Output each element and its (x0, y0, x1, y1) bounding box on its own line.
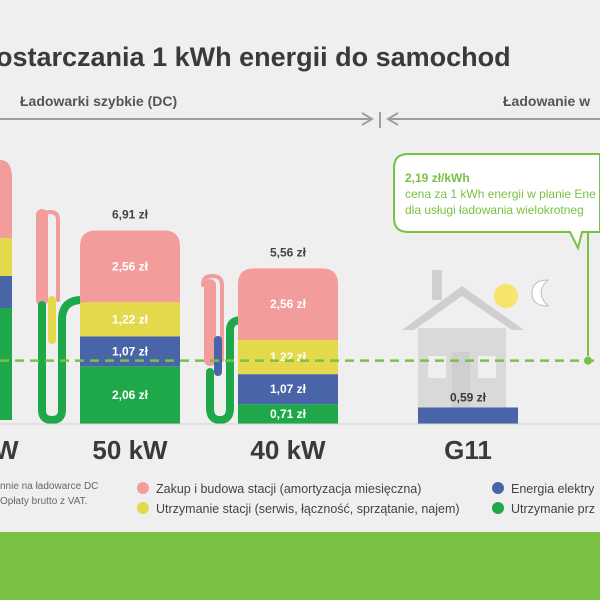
legend-label-amortization: Zakup i budowa stacji (amortyzacja miesi… (156, 482, 421, 496)
bar-value-label: 1,22 zł (270, 350, 307, 364)
bar-segment (238, 340, 338, 375)
price-callout: 2,19 zł/kWh cena za 1 kWh energii w plan… (393, 153, 600, 251)
legend: Zakup i budowa stacji (amortyzacja miesi… (137, 482, 595, 516)
bar-value-label: 2,56 zł (112, 259, 149, 273)
bar-value-label: 1,07 zł (112, 344, 149, 358)
bar-segment (238, 404, 338, 424)
bar-segment (418, 407, 518, 424)
footnote-line-2: Opłaty brutto z VAT. (0, 496, 87, 507)
legend-swatch-energy (492, 482, 504, 494)
section-divider-arrows (0, 112, 600, 128)
bar-total-label: 6,91 zł (112, 208, 149, 222)
category-label: 50 kW (92, 435, 168, 465)
bars-group: 2,06 zł 1,07 zł 1,22 zł 2,56 zł 6,91 zł 0,71 … (80, 208, 518, 424)
callout-line-3: dla usługi ładowania wielokrotneg (405, 203, 584, 217)
bar-value-label: 1,22 zł (112, 312, 149, 326)
bar-segment (238, 268, 338, 340)
bar-total-label: 5,56 zł (270, 245, 307, 259)
footnote-line-1: nnie na ładowarce DC (0, 481, 98, 492)
bar-segment (80, 302, 180, 337)
moon-icon (531, 279, 550, 307)
section-label-ac: Ładowanie w (503, 93, 590, 109)
bar-segment (238, 374, 338, 405)
reference-line-group (0, 356, 600, 365)
bar-value-label: 0,59 zł (450, 390, 487, 404)
bar-value-label: 2,06 zł (112, 388, 149, 402)
legend-label-maintenance: Utrzymanie stacji (serwis, łączność, spr… (156, 502, 460, 516)
legend-label-energy: Energia elektry (511, 482, 595, 496)
sun-icon (494, 284, 518, 308)
house-illustration (402, 270, 524, 410)
category-label: 40 kW (250, 435, 326, 465)
callout-price: 2,19 zł/kWh (405, 171, 470, 185)
partial-bar-left (0, 160, 12, 420)
bar-value-label: 2,56 zł (270, 297, 307, 311)
reference-marker (584, 356, 592, 365)
legend-swatch-upkeep (492, 502, 504, 514)
charger-cable-50kw (36, 209, 86, 425)
chart-title: ostarczania 1 kWh energii do samochod (0, 42, 511, 72)
bar-value-label: 1,07 zł (270, 382, 307, 396)
bar-segment (80, 366, 180, 424)
callout-line-2: cena za 1 kWh energii w planie Ene (405, 187, 596, 201)
category-label: G11 (444, 435, 492, 465)
category-label-partial: W (0, 435, 19, 465)
bottom-green-band (0, 532, 600, 600)
category-labels: 50 kW 40 kW G11 (92, 435, 491, 465)
charger-cable-40kw (201, 273, 246, 425)
section-label-dc: Ładowarki szybkie (DC) (20, 93, 177, 109)
bar-value-label: 0,71 zł (270, 407, 307, 421)
bar-segment (80, 230, 180, 303)
legend-label-upkeep: Utrzymanie prz (511, 502, 595, 516)
legend-swatch-maintenance (137, 502, 149, 514)
legend-swatch-amortization (137, 482, 149, 494)
